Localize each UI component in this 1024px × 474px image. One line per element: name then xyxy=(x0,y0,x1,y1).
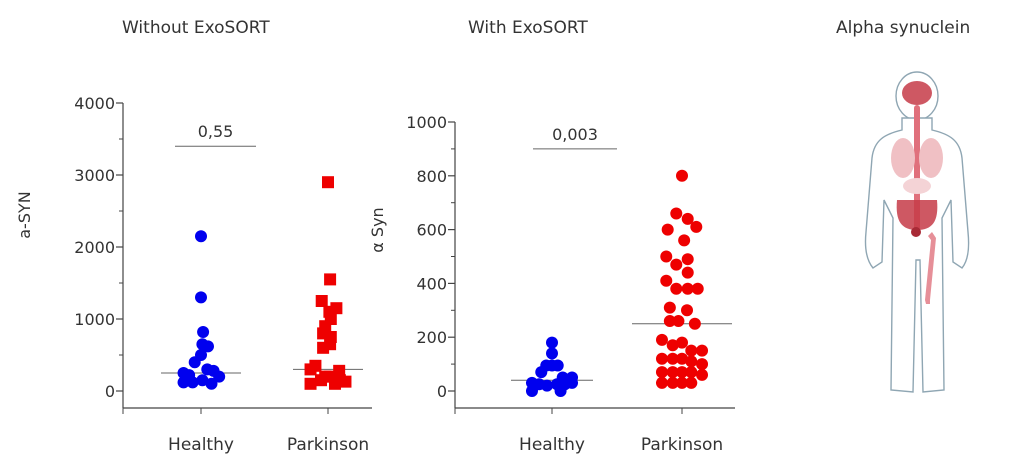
data-point-healthy xyxy=(554,385,567,397)
p-value-label: 0,55 xyxy=(198,122,234,141)
data-point-parkinson xyxy=(330,302,343,315)
data-point-healthy xyxy=(540,379,553,392)
data-point-parkinson xyxy=(681,304,694,317)
data-point-parkinson xyxy=(309,359,322,372)
data-point-healthy xyxy=(546,347,558,360)
data-point-healthy xyxy=(566,371,579,384)
x-category-label: Parkinson xyxy=(287,435,369,455)
data-point-healthy xyxy=(201,340,214,353)
data-point-healthy xyxy=(556,371,569,384)
data-point-parkinson xyxy=(663,301,676,314)
y-tick-label: 4000 xyxy=(74,94,115,113)
data-point-parkinson xyxy=(339,375,352,388)
data-point-healthy xyxy=(546,336,558,349)
data-point-healthy xyxy=(540,359,553,372)
x-category-label: Parkinson xyxy=(641,435,723,455)
data-point-parkinson xyxy=(655,333,668,346)
data-point-healthy xyxy=(186,376,199,389)
data-point-healthy xyxy=(205,377,218,390)
data-point-parkinson xyxy=(666,352,679,365)
data-point-parkinson xyxy=(670,207,683,220)
data-point-parkinson xyxy=(696,344,709,357)
data-point-parkinson xyxy=(685,376,698,389)
data-point-parkinson xyxy=(688,317,701,330)
data-point-parkinson xyxy=(333,364,346,377)
data-point-parkinson xyxy=(696,368,709,381)
y-tick-label: 800 xyxy=(416,167,447,186)
p-value-label: 0,003 xyxy=(552,125,598,144)
y-tick-label: 200 xyxy=(416,328,447,347)
data-point-healthy xyxy=(213,370,226,383)
y-tick-label: 400 xyxy=(416,274,447,293)
data-point-parkinson xyxy=(655,376,668,389)
data-point-healthy xyxy=(195,230,207,243)
data-point-parkinson xyxy=(670,258,683,271)
data-point-parkinson xyxy=(676,169,688,182)
data-point-parkinson xyxy=(660,250,673,263)
y-tick-label: 0 xyxy=(105,382,115,401)
data-point-parkinson xyxy=(655,366,668,379)
data-point-parkinson xyxy=(685,344,698,357)
data-point-parkinson xyxy=(317,327,330,340)
data-point-parkinson xyxy=(681,282,694,295)
data-point-parkinson xyxy=(672,315,685,328)
data-point-parkinson xyxy=(666,366,679,379)
data-point-healthy xyxy=(197,325,210,338)
data-point-parkinson xyxy=(678,234,691,247)
data-point-healthy xyxy=(177,376,190,389)
data-point-parkinson xyxy=(691,282,704,295)
data-point-parkinson xyxy=(685,355,698,368)
y-tick-label: 2000 xyxy=(74,238,115,257)
data-point-healthy xyxy=(551,359,564,372)
data-point-parkinson xyxy=(322,176,334,189)
data-point-parkinson xyxy=(324,273,337,286)
data-point-parkinson xyxy=(663,315,676,328)
y-tick-label: 600 xyxy=(416,221,447,240)
data-point-parkinson xyxy=(681,266,694,279)
y-tick-label: 1000 xyxy=(74,310,115,329)
data-point-parkinson xyxy=(690,220,703,233)
data-point-parkinson xyxy=(676,376,688,389)
data-point-parkinson xyxy=(676,336,688,349)
data-point-parkinson xyxy=(304,377,317,390)
data-point-parkinson xyxy=(660,274,673,287)
data-point-parkinson xyxy=(666,339,679,352)
data-point-parkinson xyxy=(676,366,688,379)
data-point-parkinson xyxy=(315,295,328,307)
data-point-parkinson xyxy=(685,366,698,379)
chart-title-with-exosort: With ExoSORT xyxy=(468,18,588,38)
data-point-parkinson xyxy=(670,282,683,295)
data-point-healthy xyxy=(196,374,209,387)
y-tick-label: 0 xyxy=(437,382,447,401)
data-point-healthy xyxy=(195,349,207,361)
y-tick-label: 1000 xyxy=(406,113,447,132)
y-tick-label: 3000 xyxy=(74,166,115,185)
data-point-healthy xyxy=(195,291,207,304)
data-point-parkinson xyxy=(681,253,694,266)
chart-title-without-exosort: Without ExoSORT xyxy=(122,18,270,38)
data-point-parkinson xyxy=(655,352,668,365)
data-point-parkinson xyxy=(676,352,688,365)
data-point-parkinson xyxy=(696,358,709,371)
y-axis-label: α Syn xyxy=(368,207,387,252)
x-category-label: Healthy xyxy=(519,435,585,455)
data-point-parkinson xyxy=(666,376,679,389)
x-category-label: Healthy xyxy=(168,435,234,455)
data-point-parkinson xyxy=(681,212,694,225)
illustration-title: Alpha synuclein xyxy=(836,18,971,38)
y-axis-label: a-SYN xyxy=(15,191,34,238)
data-point-parkinson xyxy=(661,223,674,236)
